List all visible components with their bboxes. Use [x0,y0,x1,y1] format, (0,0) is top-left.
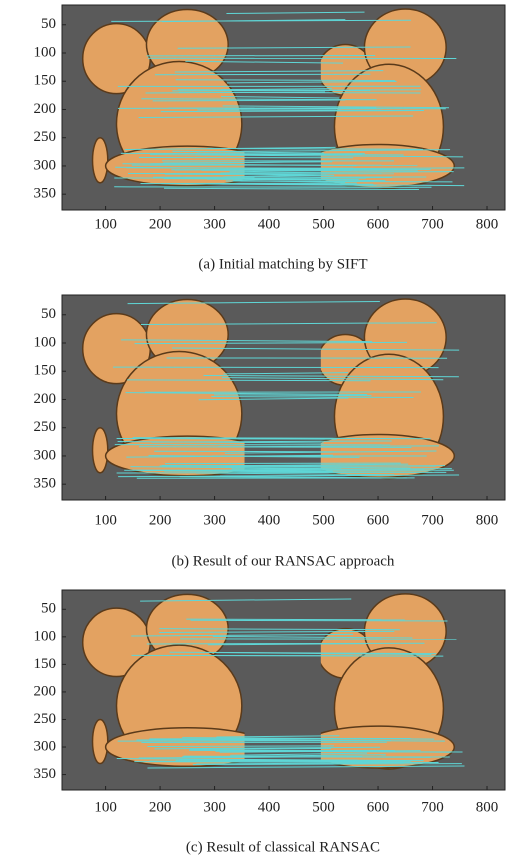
panel: 50 100 150 200 250 300 350 100 200 300 400 500 600 70… [34,295,506,569]
y-tick-label: 300 [34,738,57,754]
shadow [245,604,321,769]
y-tick-label: 50 [41,16,56,32]
y-tick-label: 300 [34,157,57,173]
x-tick-label: 400 [258,512,281,528]
x-tick-label: 100 [94,799,117,815]
x-tick-label: 500 [312,216,335,232]
y-tick-label: 250 [34,129,57,145]
page: 50 100 150 200 250 300 350 100 200 300 400 500 600 70… [0,0,520,855]
x-tick-label: 800 [476,512,499,528]
match-line [121,153,362,154]
shadow [245,19,321,188]
panel: 50 100 150 200 250 300 350 100 200 300 400 500 600 70… [34,5,506,272]
x-tick-label: 300 [203,799,226,815]
caption: (a) Initial matching by SIFT [198,256,367,272]
y-tick-label: 200 [34,101,57,117]
x-tick-label: 200 [149,799,172,815]
image [62,5,505,210]
y-tick-label: 350 [34,766,57,782]
y-tick-label: 200 [34,391,57,407]
y-tick-label: 50 [41,601,56,617]
match-line [215,751,462,752]
match-line [190,620,447,621]
y-tick-label: 100 [34,44,57,60]
x-tick-label: 500 [312,799,335,815]
y-tick-label: 350 [34,186,57,202]
x-tick-label: 600 [367,512,390,528]
y-tick-label: 200 [34,683,57,699]
y-tick-label: 350 [34,476,57,492]
x-tick-label: 300 [203,216,226,232]
y-tick-label: 250 [34,419,57,435]
y-tick-label: 100 [34,628,57,644]
x-tick-label: 700 [421,512,444,528]
x-tick-label: 600 [367,799,390,815]
match-line [201,170,417,171]
x-tick-label: 400 [258,216,281,232]
y-tick-label: 250 [34,711,57,727]
x-tick-label: 500 [312,512,335,528]
x-tick-label: 200 [149,216,172,232]
match-line [229,761,405,762]
match-line [168,108,445,109]
match-line [165,463,401,464]
head-shape [93,719,108,763]
y-tick-label: 300 [34,447,57,463]
panel: 50 100 150 200 250 300 350 100 200 300 400 500 600 70… [34,590,506,855]
x-tick-label: 700 [421,799,444,815]
y-tick-label: 100 [34,334,57,350]
y-tick-label: 50 [41,306,56,322]
match-line [147,746,334,747]
y-tick-label: 150 [34,363,57,379]
head-shape [93,428,108,473]
x-tick-label: 800 [476,799,499,815]
x-tick-label: 300 [203,512,226,528]
match-line [186,619,405,620]
figure: 50 100 150 200 250 300 350 100 200 300 400 500 600 70… [0,0,520,855]
x-tick-label: 700 [421,216,444,232]
y-tick-label: 150 [34,656,57,672]
image [62,590,505,790]
image [62,295,505,500]
x-tick-label: 600 [367,216,390,232]
caption: (c) Result of classical RANSAC [186,839,380,855]
head-shape [93,138,108,183]
match-line [181,184,373,185]
x-tick-label: 800 [476,216,499,232]
x-tick-label: 100 [94,512,117,528]
x-tick-label: 400 [258,799,281,815]
x-tick-label: 100 [94,216,117,232]
caption: (b) Result of our RANSAC approach [172,553,395,569]
y-tick-label: 150 [34,73,57,89]
x-tick-label: 200 [149,512,172,528]
